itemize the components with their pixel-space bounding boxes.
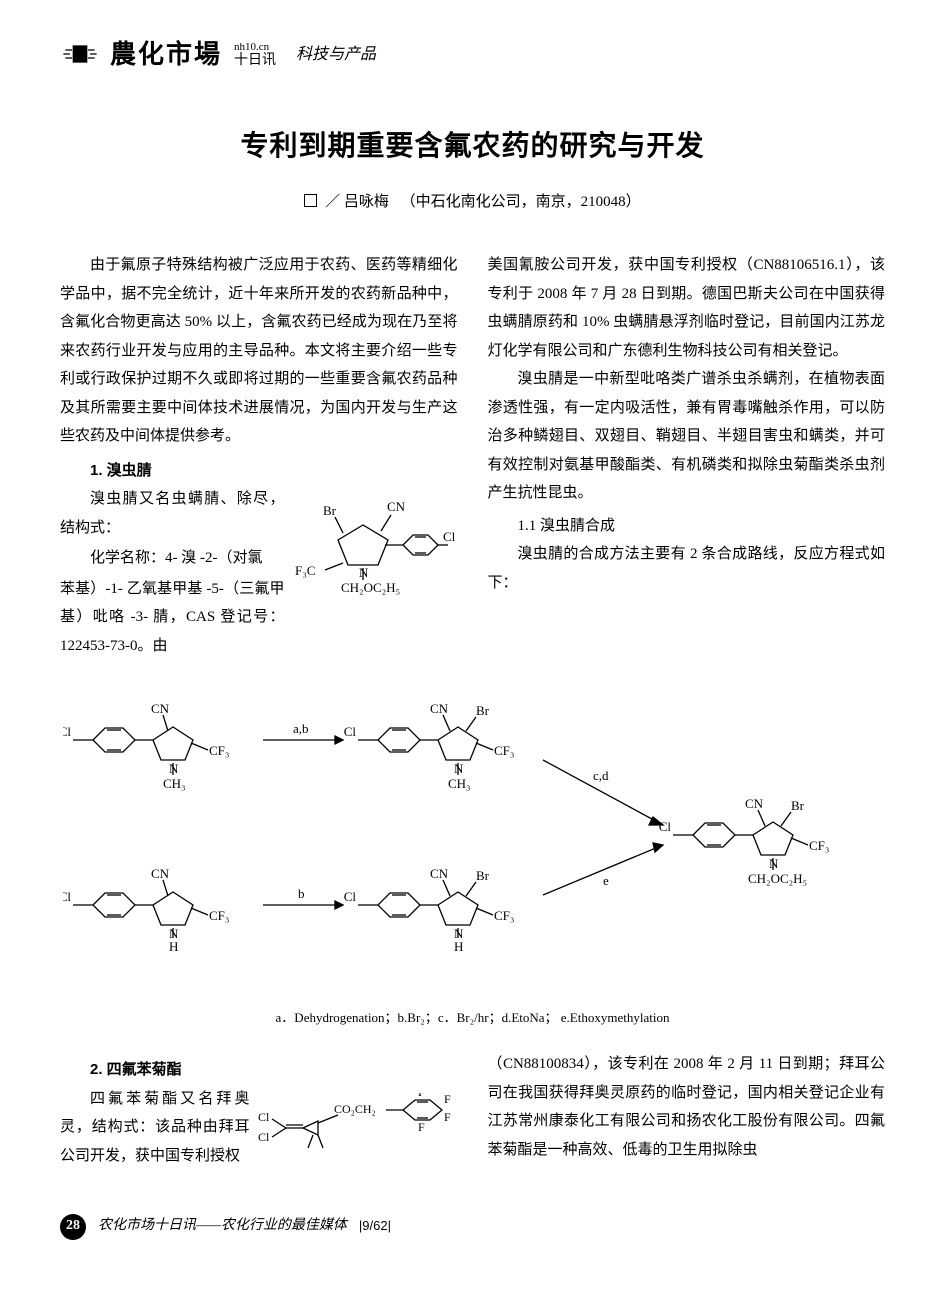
body-columns-upper: 由于氟原子特殊结构被广泛应用于农药、医药等精细化学品中，据不完全统计，近十年来所…: [60, 251, 885, 660]
svg-text:Cl: Cl: [658, 819, 671, 834]
svg-text:a,b: a,b: [293, 721, 309, 736]
svg-text:H: H: [454, 939, 463, 954]
svg-text:b: b: [298, 886, 305, 901]
svg-text:F₃C: F₃C: [295, 563, 315, 578]
section-1-right-p2: 溴虫腈是一中新型吡咯类广谱杀虫杀螨剂，在植物表面渗透性强，有一定内吸活性，兼有胃…: [488, 365, 886, 508]
svg-text:Cl: Cl: [258, 1110, 270, 1124]
intro-paragraph: 由于氟原子特殊结构被广泛应用于农药、医药等精细化学品中，据不完全统计，近十年来所…: [60, 251, 458, 451]
svg-text:N: N: [169, 761, 179, 776]
right-column-2: （CN88100834），该专利在 2008 年 2 月 11 日到期；拜耳公司…: [488, 1050, 886, 1188]
svg-text:CH₃: CH₃: [163, 776, 186, 791]
svg-text:N: N: [359, 565, 369, 580]
svg-text:CF₃: CF₃: [209, 908, 229, 923]
svg-text:CH₂OC₂H₅: CH₂OC₂H₅: [748, 871, 807, 886]
section-1-heading: 1. 溴虫腈: [60, 457, 458, 486]
section-2-right-p1: （CN88100834），该专利在 2008 年 2 月 11 日到期；拜耳公司…: [488, 1050, 886, 1164]
journal-sub-cn: 十日讯: [234, 53, 276, 68]
footer-text: 农化市场十日讯——农化行业的最佳媒体: [98, 1213, 347, 1240]
svg-text:F: F: [444, 1110, 451, 1124]
svg-text:Br: Br: [476, 868, 490, 883]
svg-text:CF₃: CF₃: [494, 908, 514, 923]
svg-text:CH₃: CH₃: [448, 776, 471, 791]
svg-text:Cl: Cl: [443, 529, 456, 544]
svg-text:CH₂OC₂H₅: CH₂OC₂H₅: [341, 580, 400, 595]
svg-text:Cl: Cl: [343, 889, 356, 904]
section-2-heading: 2. 四氟苯菊酯: [60, 1056, 458, 1085]
svg-text:CN: CN: [430, 866, 449, 881]
svg-text:Cl: Cl: [63, 889, 71, 904]
page-number: 28: [60, 1214, 86, 1240]
right-column: 美国氰胺公司开发，获中国专利授权（CN88106516.1），该专利于 2008…: [488, 251, 886, 660]
svg-text:CN: CN: [151, 866, 170, 881]
issue-number: |9/62|: [359, 1214, 391, 1239]
svg-text:CO₂CH₂: CO₂CH₂: [334, 1102, 376, 1116]
svg-text:Cl: Cl: [63, 724, 71, 739]
svg-text:c,d: c,d: [593, 768, 609, 783]
journal-sub-en: nh10.cn: [234, 41, 276, 53]
chlorfenapyr-structure: N Br CN F₃C: [293, 485, 458, 606]
svg-text:CN: CN: [387, 499, 406, 514]
svg-text:CF₃: CF₃: [209, 743, 229, 758]
svg-text:F: F: [418, 1120, 425, 1134]
svg-text:Br: Br: [791, 798, 805, 813]
author-separator: ／: [325, 194, 340, 210]
svg-text:e: e: [603, 873, 609, 888]
section-name: 科技与产品: [296, 40, 376, 70]
section-1-right-p3: 溴虫腈的合成方法主要有 2 条合成路线，反应方程式如下：: [488, 540, 886, 597]
author-box-icon: [304, 194, 317, 207]
svg-text:F: F: [418, 1093, 425, 1099]
left-column-2: 2. 四氟苯菊酯 Cl Cl CO₂C: [60, 1050, 458, 1188]
svg-text:CN: CN: [745, 796, 764, 811]
section-1-right-p1: 美国氰胺公司开发，获中国专利授权（CN88106516.1），该专利于 2008…: [488, 251, 886, 365]
svg-text:Cl: Cl: [258, 1130, 270, 1144]
svg-text:H: H: [169, 939, 178, 954]
author-name: 吕咏梅: [344, 194, 389, 210]
section-1-1-heading: 1.1 溴虫腈合成: [488, 512, 886, 541]
svg-text:Br: Br: [323, 503, 337, 518]
author-line: ／ 吕咏梅 （中石化南化公司，南京，210048）: [60, 188, 885, 217]
page-footer: 28 农化市场十日讯——农化行业的最佳媒体 |9/62|: [60, 1213, 885, 1240]
journal-subtitle: nh10.cn 十日讯: [234, 41, 276, 68]
svg-text:CF₃: CF₃: [809, 838, 829, 853]
transfluthrin-structure: Cl Cl CO₂CH₂: [258, 1093, 458, 1184]
journal-header: 化 農化市場 nh10.cn 十日讯 科技与产品: [60, 30, 885, 79]
journal-name: 農化市場: [110, 30, 222, 79]
svg-text:F: F: [444, 1093, 451, 1106]
svg-text:CN: CN: [151, 701, 170, 716]
article-title: 专利到期重要含氟农药的研究与开发: [60, 119, 885, 172]
svg-text:Br: Br: [476, 703, 490, 718]
svg-text:N: N: [769, 856, 779, 871]
left-column: 由于氟原子特殊结构被广泛应用于农药、医药等精细化学品中，据不完全统计，近十年来所…: [60, 251, 458, 660]
author-affiliation: （中石化南化公司，南京，210048）: [401, 194, 641, 210]
svg-text:CF₃: CF₃: [494, 743, 514, 758]
svg-text:N: N: [454, 761, 464, 776]
synthesis-scheme: Cl N CH₃ CN CF₃ a,b: [60, 685, 885, 996]
scheme-caption: a．Dehydrogenation；b.Br₂；c．Br₂/hr；d.EtoNa…: [60, 1006, 885, 1031]
svg-text:Cl: Cl: [343, 724, 356, 739]
body-columns-lower: 2. 四氟苯菊酯 Cl Cl CO₂C: [60, 1050, 885, 1188]
page: 化 農化市場 nh10.cn 十日讯 科技与产品 专利到期重要含氟农药的研究与开…: [0, 0, 945, 1280]
journal-logo-icon: 化: [60, 40, 100, 70]
svg-text:化: 化: [75, 48, 86, 61]
svg-text:CN: CN: [430, 701, 449, 716]
